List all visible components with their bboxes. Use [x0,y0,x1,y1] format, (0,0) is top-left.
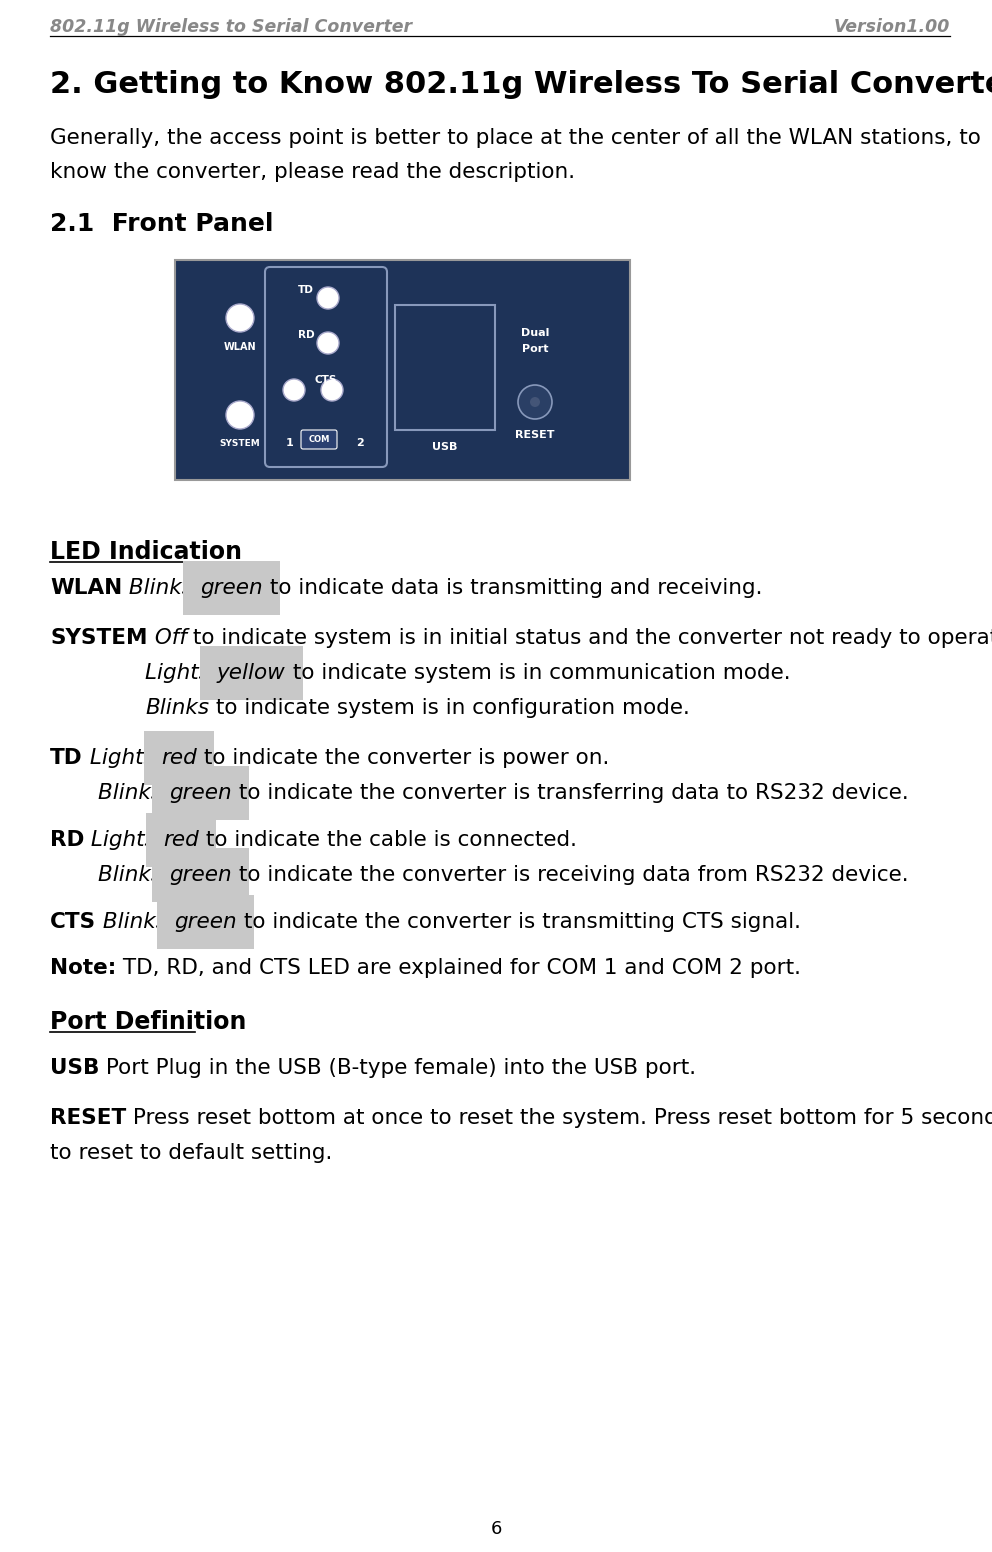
Text: Lights: Lights [82,748,162,768]
Text: Blinks: Blinks [98,864,169,885]
Circle shape [317,332,339,354]
Text: green: green [169,784,231,802]
Text: Port: Port [522,345,549,354]
Circle shape [317,287,339,309]
Text: Blinks: Blinks [96,913,174,933]
Text: red: red [163,830,198,850]
Text: WLAN: WLAN [50,577,122,598]
Text: green: green [174,913,237,933]
Text: RESET: RESET [515,430,555,441]
Text: Blinks: Blinks [122,577,200,598]
Text: Note:: Note: [50,958,116,978]
Text: Blinks: Blinks [98,784,169,802]
Text: Dual: Dual [521,327,550,338]
Text: 6: 6 [490,1519,502,1538]
Text: red: red [162,748,197,768]
Text: SYSTEM: SYSTEM [219,439,260,449]
Text: Press reset bottom at once to reset the system. Press reset bottom for 5 seconds: Press reset bottom at once to reset the … [126,1108,992,1128]
Text: to indicate the converter is transmitting CTS signal.: to indicate the converter is transmittin… [237,913,801,933]
Text: to indicate system is in configuration mode.: to indicate system is in configuration m… [209,698,690,719]
Circle shape [226,400,254,428]
Text: Off: Off [148,629,186,649]
Circle shape [530,397,540,407]
Text: Version1.00: Version1.00 [833,19,950,36]
Text: TD: TD [50,748,82,768]
Circle shape [226,304,254,332]
Text: 2.1  Front Panel: 2.1 Front Panel [50,213,274,236]
Text: Port Definition: Port Definition [50,1010,246,1034]
Text: green: green [169,864,231,885]
Circle shape [283,379,305,400]
Text: to indicate the cable is connected.: to indicate the cable is connected. [198,830,576,850]
Text: know the converter, please read the description.: know the converter, please read the desc… [50,161,575,182]
Text: USB: USB [433,442,457,452]
Text: TD: TD [298,286,313,295]
Text: RD: RD [298,331,314,340]
Text: green: green [200,577,263,598]
Text: Blinks: Blinks [145,698,209,719]
Text: 802.11g Wireless to Serial Converter: 802.11g Wireless to Serial Converter [50,19,412,36]
Circle shape [518,385,552,419]
Text: 1: 1 [286,438,294,449]
Bar [175,261,630,480]
Text: 2: 2 [356,438,364,449]
Text: CTS: CTS [314,376,337,385]
Text: TD, RD, and CTS LED are explained for COM 1 and COM 2 port.: TD, RD, and CTS LED are explained for CO… [116,958,802,978]
Text: SYSTEM: SYSTEM [50,629,148,649]
Text: RD: RD [50,830,84,850]
Text: LED Indication: LED Indication [50,540,242,563]
Text: USB: USB [50,1058,99,1079]
Text: RESET: RESET [50,1108,126,1128]
Text: Generally, the access point is better to place at the center of all the WLAN sta: Generally, the access point is better to… [50,127,981,147]
Text: to indicate system is in communication mode.: to indicate system is in communication m… [286,663,790,683]
Text: to indicate the converter is receiving data from RS232 device.: to indicate the converter is receiving d… [231,864,909,885]
Bar [395,306,495,430]
Text: to indicate the converter is transferring data to RS232 device.: to indicate the converter is transferrin… [231,784,909,802]
Text: COM: COM [309,436,329,444]
Text: CTS: CTS [50,913,96,933]
Text: Lights: Lights [145,663,216,683]
Text: WLAN: WLAN [223,341,256,352]
Text: to indicate data is transmitting and receiving.: to indicate data is transmitting and rec… [263,577,762,598]
Text: to indicate system is in initial status and the converter not ready to operate.: to indicate system is in initial status … [186,629,992,649]
Text: yellow: yellow [216,663,286,683]
Circle shape [321,379,343,400]
Text: Lights: Lights [84,830,163,850]
FancyBboxPatch shape [301,430,337,449]
Text: to indicate the converter is power on.: to indicate the converter is power on. [197,748,609,768]
Text: to reset to default setting.: to reset to default setting. [50,1142,332,1162]
Text: 2. Getting to Know 802.11g Wireless To Serial Converter: 2. Getting to Know 802.11g Wireless To S… [50,70,992,99]
Text: Port Plug in the USB (B-type female) into the USB port.: Port Plug in the USB (B-type female) int… [99,1058,696,1079]
